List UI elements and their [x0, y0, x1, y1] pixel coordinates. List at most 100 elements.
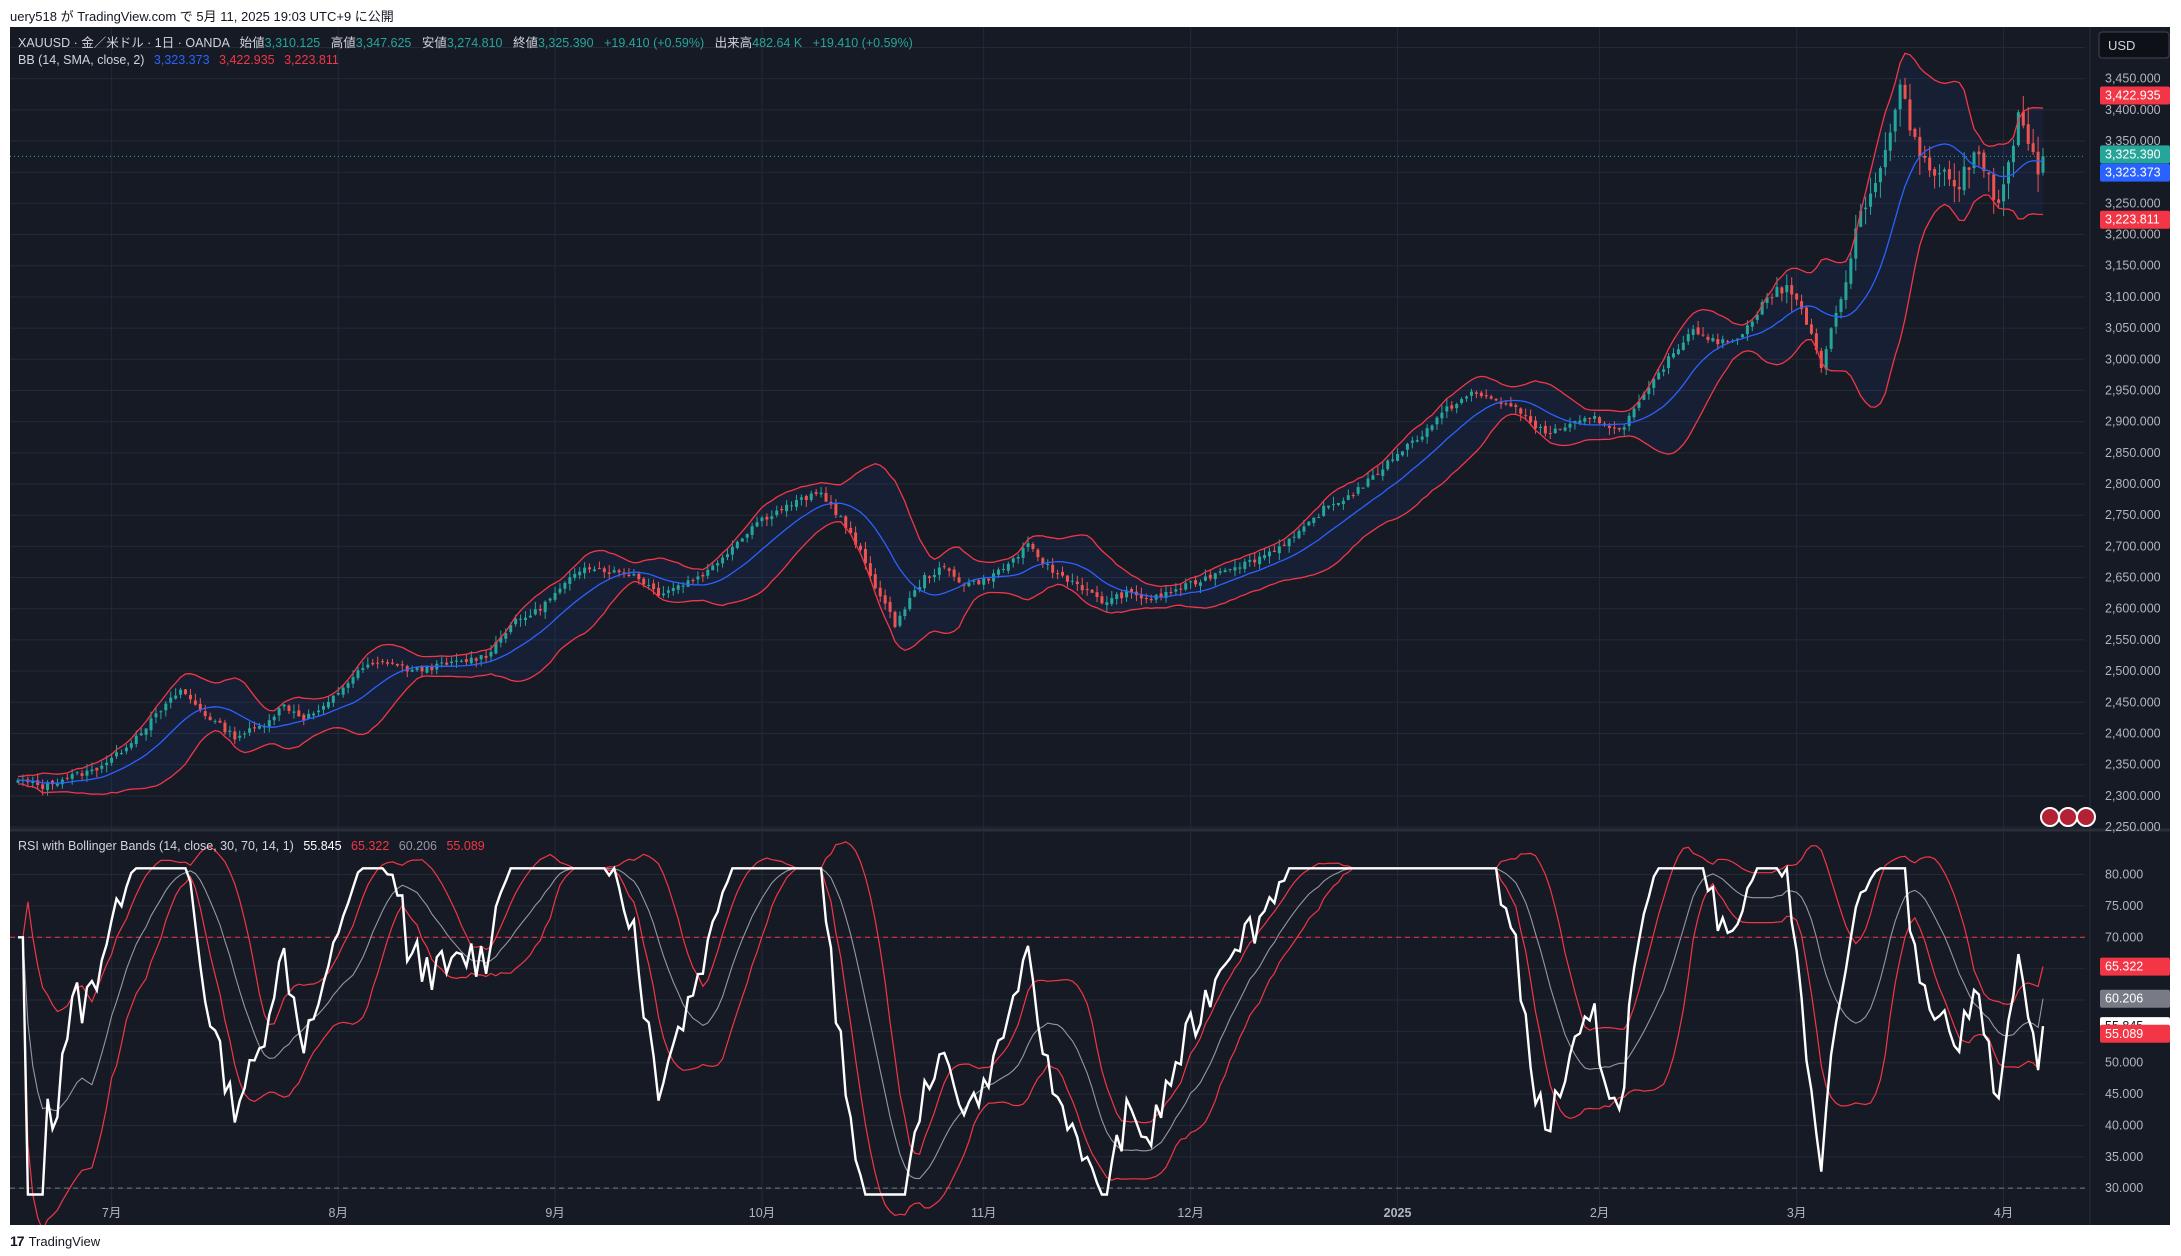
candle-body [75, 772, 79, 774]
low-value: 3,274.810 [447, 36, 503, 50]
rsi-lower-value: 55.089 [446, 839, 484, 853]
candle-body [1839, 299, 1843, 313]
candle-body [445, 662, 449, 665]
tradingview-logo-icon[interactable]: 17 [10, 1233, 25, 1249]
close-price-tag-bg [2100, 145, 2170, 164]
candle-body [60, 779, 64, 785]
price-chart[interactable]: 2,250.000 2,300.000 2,350.000 2,400.000 2,45… [10, 27, 2170, 1225]
candle-body [1041, 558, 1045, 564]
candle-body [159, 711, 163, 713]
candle-body [1583, 418, 1587, 422]
candle-body [2011, 145, 2015, 163]
footer: 17 TradingView [10, 1231, 100, 1251]
candle-body [1701, 334, 1705, 336]
candle-body [55, 783, 59, 786]
candle-body [351, 677, 355, 684]
us-flag-icon[interactable] [2076, 807, 2096, 827]
candle-body [1780, 287, 1784, 294]
price-tick-label: 2,750.000 [2105, 508, 2161, 522]
footer-brand[interactable]: TradingView [28, 1233, 101, 1249]
currency-label[interactable]: USD [2108, 38, 2135, 53]
candle-body [1243, 561, 1247, 569]
candle-body [1637, 401, 1641, 408]
bb-basis-tag: 3,323.373 [2105, 166, 2161, 180]
candle-body [90, 769, 94, 772]
bb-lower-value: 3,223.811 [284, 53, 339, 67]
candle-body [233, 731, 237, 740]
price-tags: 3,422.935 3,325.390 3,323.373 3,223.811 65.3… [2100, 86, 2170, 1043]
candle-body [1322, 505, 1326, 516]
candle-body [1770, 297, 1774, 299]
candle-body [1455, 404, 1459, 409]
candle-body [785, 504, 789, 512]
candle-body [1499, 402, 1503, 405]
candle-body [932, 574, 936, 578]
candle-body [203, 711, 207, 717]
time-tick-label: 9月 [545, 1206, 564, 1220]
candle-body [755, 522, 759, 527]
chart-background [10, 27, 2170, 1225]
candle-body [154, 713, 158, 718]
candle-body [1450, 405, 1454, 409]
candle-body [923, 575, 927, 589]
candle-body [1928, 157, 1932, 171]
candle-body [208, 716, 212, 721]
price-tick-label: 2,850.000 [2105, 446, 2161, 460]
currency-selector[interactable]: USD [2098, 31, 2170, 59]
candle-body [110, 757, 114, 763]
candle-body [592, 569, 596, 572]
candle-body [252, 727, 256, 729]
candle-body [942, 566, 946, 568]
candles [16, 77, 2045, 796]
candle-body [1120, 592, 1124, 599]
bb-legend[interactable]: BB (14, SMA, close, 2) 3,323.373 3,422.9… [18, 53, 339, 67]
candle-body [1514, 405, 1518, 407]
candle-body [124, 747, 128, 752]
main-legend: XAUUSD · 金／米ドル · 1日 · OANDA 始値3,310.125 … [18, 35, 913, 50]
candle-body [839, 516, 843, 518]
us-flag-icon[interactable] [2058, 807, 2078, 827]
candle-body [1125, 590, 1129, 598]
candle-body [1854, 228, 1858, 259]
symbol-title[interactable]: XAUUSD · 金／米ドル · 1日 · OANDA [18, 35, 230, 50]
time-tick-label: 10月 [749, 1206, 775, 1220]
candle-body [1169, 591, 1173, 593]
candle-body [1800, 301, 1804, 310]
candle-body [2041, 156, 2045, 173]
candle-body [790, 505, 794, 507]
candle-body [1824, 349, 1828, 370]
candle-body [371, 662, 375, 665]
candle-body [1563, 427, 1567, 431]
rsi-legend[interactable]: RSI with Bollinger Bands (14, close, 30,… [18, 839, 485, 853]
rsi-tick-label: 50.000 [2105, 1056, 2143, 1070]
price-tick-label: 2,800.000 [2105, 477, 2161, 491]
candle-body [1691, 329, 1695, 335]
candle-body [1474, 392, 1478, 394]
candle-body [1194, 580, 1198, 585]
candle-body [652, 583, 656, 590]
candle-body [721, 557, 725, 564]
candle-body [745, 533, 749, 538]
candle-body [31, 781, 35, 783]
candle-body [533, 609, 537, 615]
us-flag-icon[interactable] [2040, 807, 2060, 827]
candle-body [1435, 417, 1439, 425]
candle-body [119, 752, 123, 754]
candle-body [1415, 440, 1419, 442]
candle-body [1026, 543, 1030, 548]
candle-body [725, 554, 729, 558]
candle-body [1869, 193, 1873, 207]
candle-body [80, 773, 84, 776]
candle-body [1061, 571, 1065, 576]
candle-body [854, 532, 858, 545]
country-flag-icons[interactable] [2040, 807, 2096, 827]
candle-body [711, 565, 715, 571]
candle-body [1775, 287, 1779, 297]
candle-body [430, 666, 434, 671]
candle-body [1381, 469, 1385, 476]
candle-body [607, 572, 611, 574]
candle-body [395, 663, 399, 666]
candle-body [583, 567, 587, 574]
candle-body [341, 687, 345, 695]
candle-body [809, 493, 813, 500]
